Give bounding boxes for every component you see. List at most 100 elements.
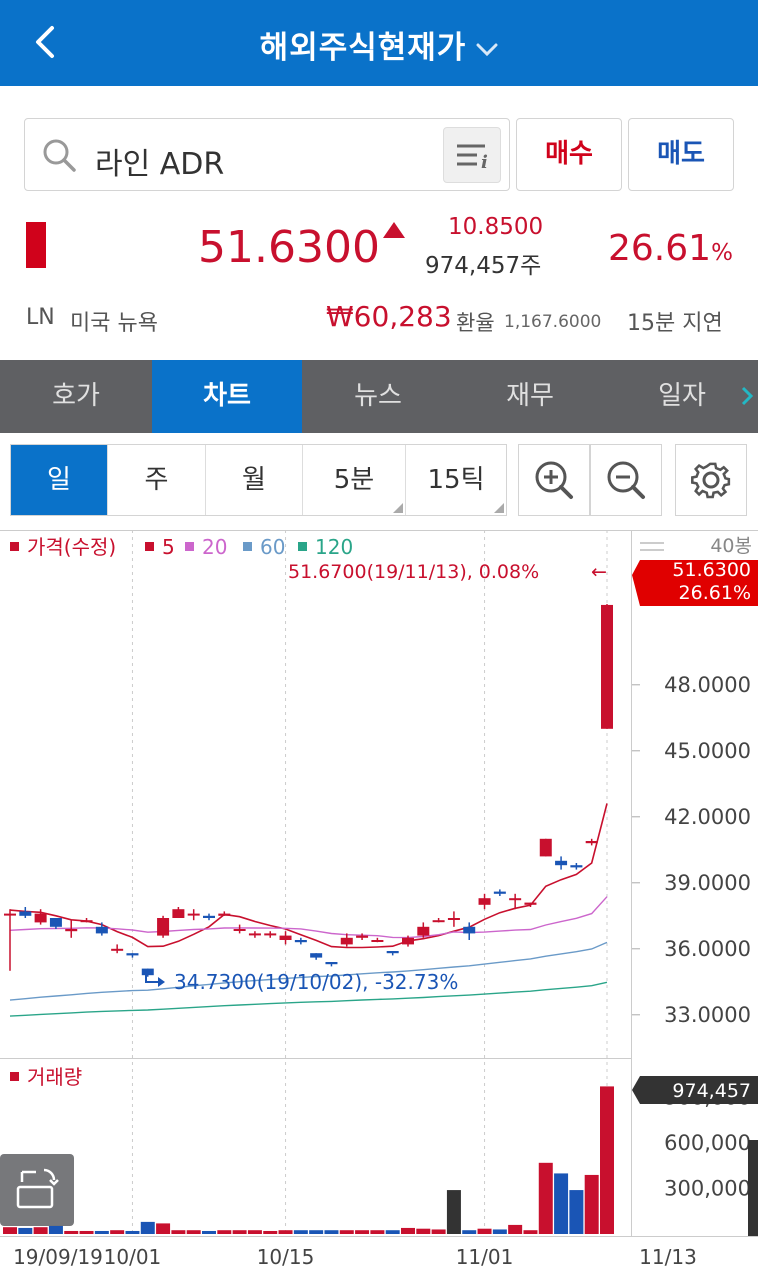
- list-info-icon: i: [457, 144, 488, 173]
- volume-bar: [247, 1230, 262, 1234]
- candle-body: [371, 940, 384, 942]
- current-price: 51.6300: [198, 222, 380, 273]
- legend-ma120-swatch: [298, 542, 307, 551]
- candle-body: [402, 937, 414, 945]
- ma20-line: [9, 896, 608, 939]
- tab-daily[interactable]: 일자: [658, 381, 706, 411]
- candle-body: [203, 915, 215, 918]
- stock-search-box[interactable]: 라인 ADR i: [24, 118, 510, 191]
- ticker-symbol: LN: [26, 305, 55, 330]
- candle-body: [524, 902, 537, 905]
- legend-ma120: 120: [315, 535, 353, 559]
- period-month[interactable]: 월: [206, 445, 303, 515]
- candle-body: [218, 913, 231, 916]
- percent-unit: %: [711, 240, 733, 266]
- zoom-in-button[interactable]: [518, 444, 590, 516]
- volume-bar: [416, 1228, 431, 1234]
- volume-tick-label: 600,000: [664, 1131, 751, 1155]
- candle-body: [555, 860, 568, 866]
- legend-ma20: 20: [202, 535, 227, 559]
- scroll-handle[interactable]: [748, 1140, 758, 1236]
- sell-button[interactable]: 매도: [628, 118, 734, 191]
- volume-bar: [355, 1230, 370, 1234]
- x-axis-label: 11/13: [639, 1245, 697, 1269]
- tab-financials[interactable]: 재무: [506, 381, 554, 411]
- y-tick-label: 36.0000: [664, 937, 751, 961]
- candle-body: [141, 968, 154, 976]
- current-price-marker: [632, 560, 758, 606]
- search-icon: [43, 139, 76, 172]
- period-day[interactable]: 일: [11, 445, 108, 515]
- up-arrow-icon: [383, 222, 405, 238]
- volume-bar: [385, 1230, 400, 1234]
- tab-news[interactable]: 뉴스: [354, 381, 402, 411]
- candle-body: [248, 933, 261, 936]
- period-week[interactable]: 주: [108, 445, 206, 515]
- candle-body: [19, 911, 32, 916]
- candle-body: [80, 920, 93, 923]
- period-15tick[interactable]: 15틱: [406, 445, 506, 515]
- volume-bar: [110, 1230, 125, 1234]
- zoom-out-button[interactable]: [590, 444, 662, 516]
- change-percent: 26.61%: [608, 228, 733, 269]
- y-tick-label: 45.0000: [664, 739, 751, 763]
- candle-body: [447, 918, 460, 920]
- current-pct-label: 26.61%: [679, 582, 751, 604]
- period-15tick-label: 15틱: [427, 465, 485, 495]
- y-tick-label: 39.0000: [664, 871, 751, 895]
- tab-orderbook[interactable]: 호가: [52, 381, 100, 411]
- legend-volume: 거래량: [27, 1065, 82, 1089]
- screen-title[interactable]: 해외주식현재가: [0, 22, 758, 67]
- legend-ma60: 60: [260, 535, 285, 559]
- vertical-grid: [131, 530, 608, 1236]
- legend-price: 가격(수정): [27, 535, 116, 559]
- tab-chart[interactable]: 차트: [152, 360, 302, 433]
- delay-notice: 15분 지연: [627, 311, 723, 336]
- period-5min-label: 5분: [333, 465, 375, 495]
- zoom-out-icon: [607, 461, 645, 499]
- market-name: 미국 뉴욕: [70, 311, 158, 336]
- volume-bar: [538, 1162, 553, 1234]
- chevron-right-icon[interactable]: [740, 384, 754, 408]
- y-tick-label: 33.0000: [664, 1003, 751, 1027]
- zoom-in-icon: [535, 461, 573, 499]
- volume-bar: [462, 1230, 477, 1234]
- current-volume-marker: [632, 1076, 758, 1104]
- candle-body: [432, 920, 445, 923]
- candle-body: [570, 865, 583, 868]
- volume-bar: [278, 1230, 293, 1234]
- screen-title-label: 해외주식현재가: [259, 30, 467, 66]
- candle-body: [478, 898, 491, 905]
- candle-body: [509, 898, 522, 901]
- app-header: 해외주식현재가: [0, 0, 758, 86]
- buy-button[interactable]: 매수: [516, 118, 622, 191]
- search-input[interactable]: 라인 ADR: [95, 147, 225, 182]
- detail-tabs: 호가 차트 뉴스 재무 일자: [0, 360, 758, 433]
- chart-settings-button[interactable]: [675, 444, 747, 516]
- x-axis-label: 10/15: [257, 1245, 315, 1269]
- period-5min[interactable]: 5분: [303, 445, 406, 515]
- candle-body: [157, 918, 170, 936]
- y-axis-ticks: 48.0000 45.0000 42.0000 39.0000 36.0000 33.00…: [632, 673, 751, 1027]
- volume-bar: [202, 1230, 216, 1234]
- legend-ma5: 5: [162, 535, 175, 559]
- volume-bar: [339, 1230, 354, 1234]
- price-change: 10.8500: [448, 214, 544, 240]
- volume-bar: [18, 1227, 33, 1234]
- x-axis-label: 10/01: [104, 1245, 162, 1269]
- volume-bar: [48, 1225, 63, 1234]
- volume-bars: [3, 1086, 614, 1234]
- chevron-left-icon[interactable]: [28, 22, 68, 62]
- x-axis-label: 11/01: [456, 1245, 514, 1269]
- rotate-screen-button[interactable]: [0, 1154, 74, 1226]
- volume-bar: [477, 1228, 492, 1234]
- list-info-button[interactable]: i: [443, 127, 501, 183]
- volume-bar: [324, 1230, 339, 1234]
- price-chart[interactable]: 가격(수정) 5 20 60 120 40봉 48.0000 45.0000 42.…: [0, 530, 758, 1280]
- candle-body: [111, 948, 124, 951]
- volume-bar: [600, 1086, 614, 1234]
- candle-body: [126, 953, 139, 956]
- period-selector: 일 주 월 5분 15틱: [10, 444, 507, 516]
- exchange-rate-value: 1,167.6000: [504, 312, 602, 332]
- low-arrow-head-icon: [158, 977, 165, 987]
